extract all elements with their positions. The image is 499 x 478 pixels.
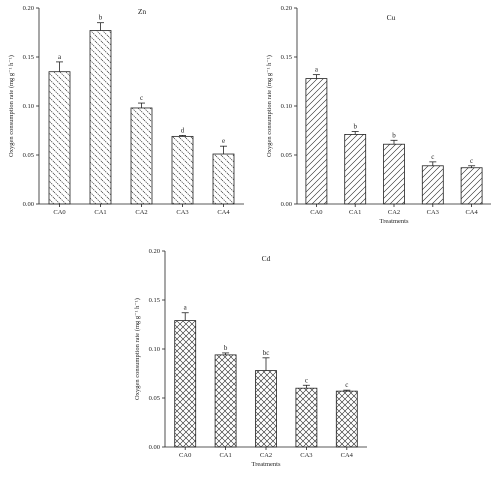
significance-label: b [392,131,396,139]
y-tick-label: 0.05 [149,395,160,402]
bar-ca1 [344,134,367,205]
chart-title: Zn [138,7,147,16]
x-tick-label: CA2 [260,452,272,459]
x-tick-label: CA1 [94,209,106,216]
significance-label: d [181,126,185,134]
significance-label: b [99,14,103,22]
y-tick-label: 0.20 [281,5,292,12]
bar-ca1 [89,30,112,205]
bar-ca0 [305,78,328,205]
y-tick-label: 0.15 [281,54,292,61]
y-tick-label: 0.10 [23,103,34,110]
significance-label: b [353,122,357,130]
significance-label: c [431,153,434,161]
significance-label: a [184,304,188,312]
y-tick-label: 0.05 [23,152,34,159]
bar-ca4 [460,167,483,205]
y-axis-label: Oxygen consumption rate (mg g⁻¹ h⁻¹) [134,298,141,400]
x-tick-label: CA1 [349,209,361,216]
bar-ca0 [48,71,71,205]
chart-panel-zn: 0.00 0.05 0.10 0.15 0.20 a CA0 b CA1 c CA2 d CA3 e CA4… [8,5,244,216]
chart-panel-cd: 0.00 0.05 0.10 0.15 0.20 a CA0 b CA1 bc CA2 c CA3 c CA… [134,248,367,468]
significance-label: c [305,376,308,384]
significance-label: bc [263,349,270,357]
bar-ca3 [171,135,194,205]
significance-label: e [222,137,225,145]
y-tick-label: 0.00 [281,201,292,208]
bar-ca4 [212,153,235,205]
x-tick-label: CA3 [176,209,188,216]
x-tick-label: CA0 [310,209,322,216]
y-tick-label: 0.05 [281,152,292,159]
significance-label: a [58,53,62,61]
bar-ca2 [255,370,277,448]
y-axis-label: Oxygen consumption rate (mg g⁻¹ h⁻¹) [266,55,273,157]
x-tick-label: CA0 [53,209,65,216]
chart-panel-cu: 0.00 0.05 0.10 0.15 0.20 a CA0 b CA1 b CA2 c CA3 c CA4… [266,5,491,225]
x-tick-label: CA3 [427,209,439,216]
y-tick-label: 0.15 [149,297,160,304]
chart-title: Cu [387,13,396,22]
y-tick-label: 0.10 [149,346,160,353]
x-tick-label: CA1 [219,452,231,459]
y-tick-label: 0.00 [23,201,34,208]
x-tick-label: CA4 [217,209,230,216]
bar-ca0 [174,320,197,448]
x-tick-label: CA4 [341,452,354,459]
y-tick-label: 0.15 [23,54,34,61]
bar-ca3 [421,165,444,205]
bar-ca1 [214,354,237,448]
significance-label: c [345,381,348,389]
bar-ca4 [335,390,358,448]
significance-label: c [140,94,143,102]
x-tick-label: CA2 [135,209,147,216]
y-tick-label: 0.20 [23,5,34,12]
y-tick-label: 0.10 [281,103,292,110]
y-tick-label: 0.20 [149,248,160,255]
y-tick-label: 0.00 [149,444,160,451]
x-tick-label: CA2 [388,209,400,216]
significance-label: a [315,66,319,74]
significance-label: b [224,344,228,352]
x-tick-label: CA0 [179,452,191,459]
x-axis-label: Treatments [379,218,408,225]
bar-ca2 [383,143,405,205]
x-tick-label: CA4 [465,209,478,216]
bar-ca3 [295,387,318,448]
y-axis-label: Oxygen consumption rate (mg g⁻¹ h⁻¹) [8,55,15,157]
x-tick-label: CA3 [300,452,312,459]
significance-label: c [470,157,473,165]
bar-ca2 [130,107,153,205]
chart-title: Cd [262,254,271,263]
x-axis-label: Treatments [251,461,280,468]
